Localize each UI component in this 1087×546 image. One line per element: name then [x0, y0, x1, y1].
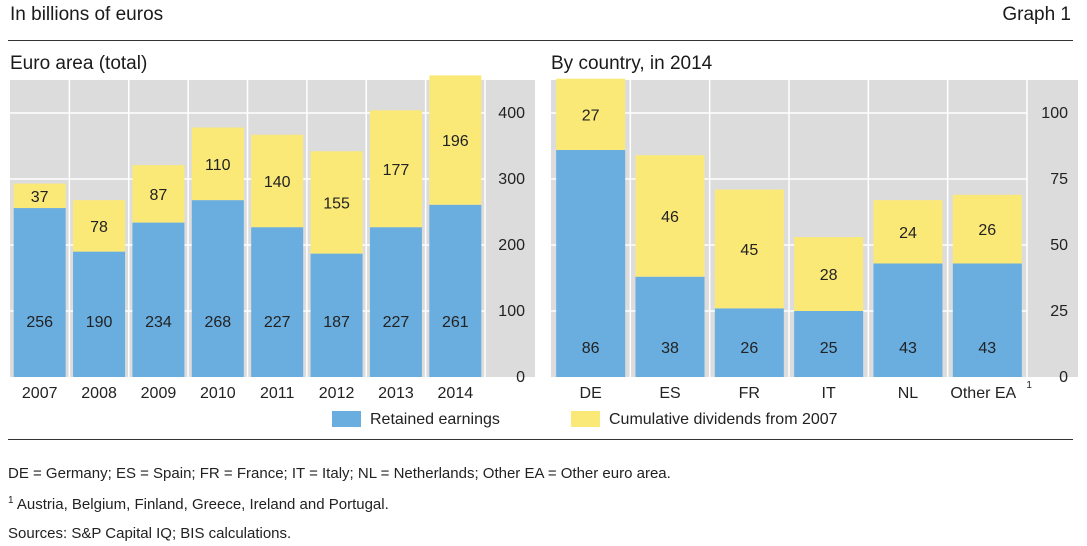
- legend-label-dividends: Cumulative dividends from 2007: [609, 411, 838, 428]
- euro-area-xtick-label: 2013: [378, 385, 414, 402]
- country-bar-retained: [714, 308, 784, 377]
- euro-area-bar-retained: [132, 222, 185, 377]
- country-ytick-label: 0: [1059, 369, 1068, 386]
- country-xtick-label: NL: [898, 385, 919, 402]
- country-ytick-label: 75: [1050, 171, 1068, 188]
- euro-area-bar-retained: [13, 208, 66, 377]
- euro-area-bar-retained: [73, 251, 126, 377]
- country-data-label: 43: [899, 340, 917, 357]
- country-bar-retained: [635, 276, 705, 377]
- country-bar-dividends: [635, 155, 705, 277]
- euro-area-xtick-label: 2007: [22, 385, 58, 402]
- euro-area-data-label: 227: [264, 314, 291, 331]
- country-data-label: 28: [820, 267, 838, 284]
- right-panel-title: By country, in 2014: [551, 53, 713, 74]
- euro-area-data-label: 196: [442, 133, 469, 150]
- euro-area-ytick-label: 300: [498, 171, 525, 188]
- euro-area-ytick-label: 100: [498, 303, 525, 320]
- country-xtick-footnote-marker: 1: [1026, 380, 1032, 391]
- country-bar-retained: [556, 149, 626, 377]
- euro-area-data-label: 37: [31, 189, 49, 206]
- legend-swatch-dividends: [571, 411, 600, 427]
- euro-area-bar-dividends: [191, 127, 244, 201]
- country-xtick-label: DE: [580, 385, 602, 402]
- country-ytick-label: 50: [1050, 237, 1068, 254]
- euro-area-bar-retained: [191, 200, 244, 377]
- euro-area-bar-dividends: [310, 151, 363, 254]
- euro-area-data-label: 177: [383, 162, 410, 179]
- euro-area-data-label: 256: [26, 314, 53, 331]
- country-xtick-label: Other EA: [950, 385, 1016, 402]
- footnote-marker: 1: [8, 495, 14, 506]
- euro-area-data-label: 110: [205, 157, 231, 174]
- country-xtick-label: IT: [822, 385, 836, 402]
- euro-area-data-label: 268: [204, 314, 231, 331]
- country-xtick-label: FR: [739, 385, 760, 402]
- country-data-label: 26: [740, 340, 758, 357]
- country-bar-dividends: [556, 78, 626, 150]
- euro-area-bar-dividends: [73, 200, 126, 252]
- country-ytick-label: 100: [1041, 105, 1068, 122]
- euro-area-data-label: 155: [323, 195, 350, 212]
- euro-area-bar-dividends: [13, 183, 66, 209]
- euro-area-bar-retained: [310, 253, 363, 377]
- euro-area-data-label: 261: [442, 314, 469, 331]
- euro-area-bar-retained: [369, 227, 422, 377]
- euro-area-ytick-label: 200: [498, 237, 525, 254]
- euro-area-data-label: 234: [145, 314, 172, 331]
- country-ytick-label: 25: [1050, 303, 1068, 320]
- country-xtick-label: ES: [659, 385, 680, 402]
- euro-area-xtick-label: 2009: [141, 385, 177, 402]
- euro-area-ytick-label: 400: [498, 105, 525, 122]
- euro-area-bar-retained: [251, 227, 304, 377]
- euro-area-xtick-label: 2014: [438, 385, 474, 402]
- euro-area-bar-retained: [429, 204, 482, 377]
- euro-area-data-label: 87: [150, 187, 168, 204]
- euro-area-data-label: 227: [383, 314, 410, 331]
- country-bar-dividends: [873, 200, 943, 264]
- legend-swatch-retained: [332, 411, 361, 427]
- country-data-label: 24: [899, 225, 917, 242]
- euro-area-bar-dividends: [429, 75, 482, 205]
- euro-area-data-label: 140: [264, 174, 291, 191]
- euro-area-data-label: 190: [86, 314, 113, 331]
- euro-area-data-label: 187: [323, 314, 350, 331]
- country-bar-retained: [873, 263, 943, 377]
- euro-area-xtick-label: 2011: [260, 385, 295, 402]
- country-data-label: 43: [978, 340, 996, 357]
- country-data-label: 26: [978, 222, 996, 239]
- country-bar-retained: [794, 311, 864, 377]
- euro-area-bar-dividends: [132, 165, 185, 223]
- footnote-text: Austria, Belgium, Finland, Greece, Irela…: [16, 496, 389, 513]
- euro-area-xtick-label: 2010: [200, 385, 236, 402]
- euro-area-data-label: 78: [90, 219, 108, 236]
- country-bar-retained: [952, 263, 1022, 377]
- euro-area-ytick-label: 0: [516, 369, 525, 386]
- country-data-label: 25: [820, 340, 838, 357]
- country-bar-dividends: [714, 189, 784, 309]
- country-data-label: 38: [661, 340, 679, 357]
- country-data-label: 27: [582, 107, 600, 124]
- euro-area-bar-dividends: [369, 110, 422, 228]
- abbreviations-note: DE = Germany; ES = Spain; FR = France; I…: [8, 465, 671, 482]
- figure-title: In billions of euros: [10, 4, 164, 25]
- country-data-label: 86: [582, 340, 600, 357]
- country-bar-dividends: [952, 194, 1022, 264]
- legend-label-retained: Retained earnings: [370, 411, 500, 428]
- sources-note: Sources: S&P Capital IQ; BIS calculation…: [8, 525, 292, 542]
- country-data-label: 46: [661, 209, 679, 226]
- country-bar-dividends: [794, 237, 864, 311]
- euro-area-xtick-label: 2012: [319, 385, 355, 402]
- euro-area-xtick-label: 2008: [81, 385, 117, 402]
- bottom-rule: [8, 439, 1073, 440]
- graph-label: Graph 1: [1002, 4, 1071, 25]
- country-data-label: 45: [740, 242, 758, 259]
- euro-area-bar-dividends: [251, 134, 304, 228]
- footnote: 1 Austria, Belgium, Finland, Greece, Ire…: [8, 495, 389, 513]
- left-panel-title: Euro area (total): [10, 53, 148, 74]
- top-rule: [8, 40, 1073, 41]
